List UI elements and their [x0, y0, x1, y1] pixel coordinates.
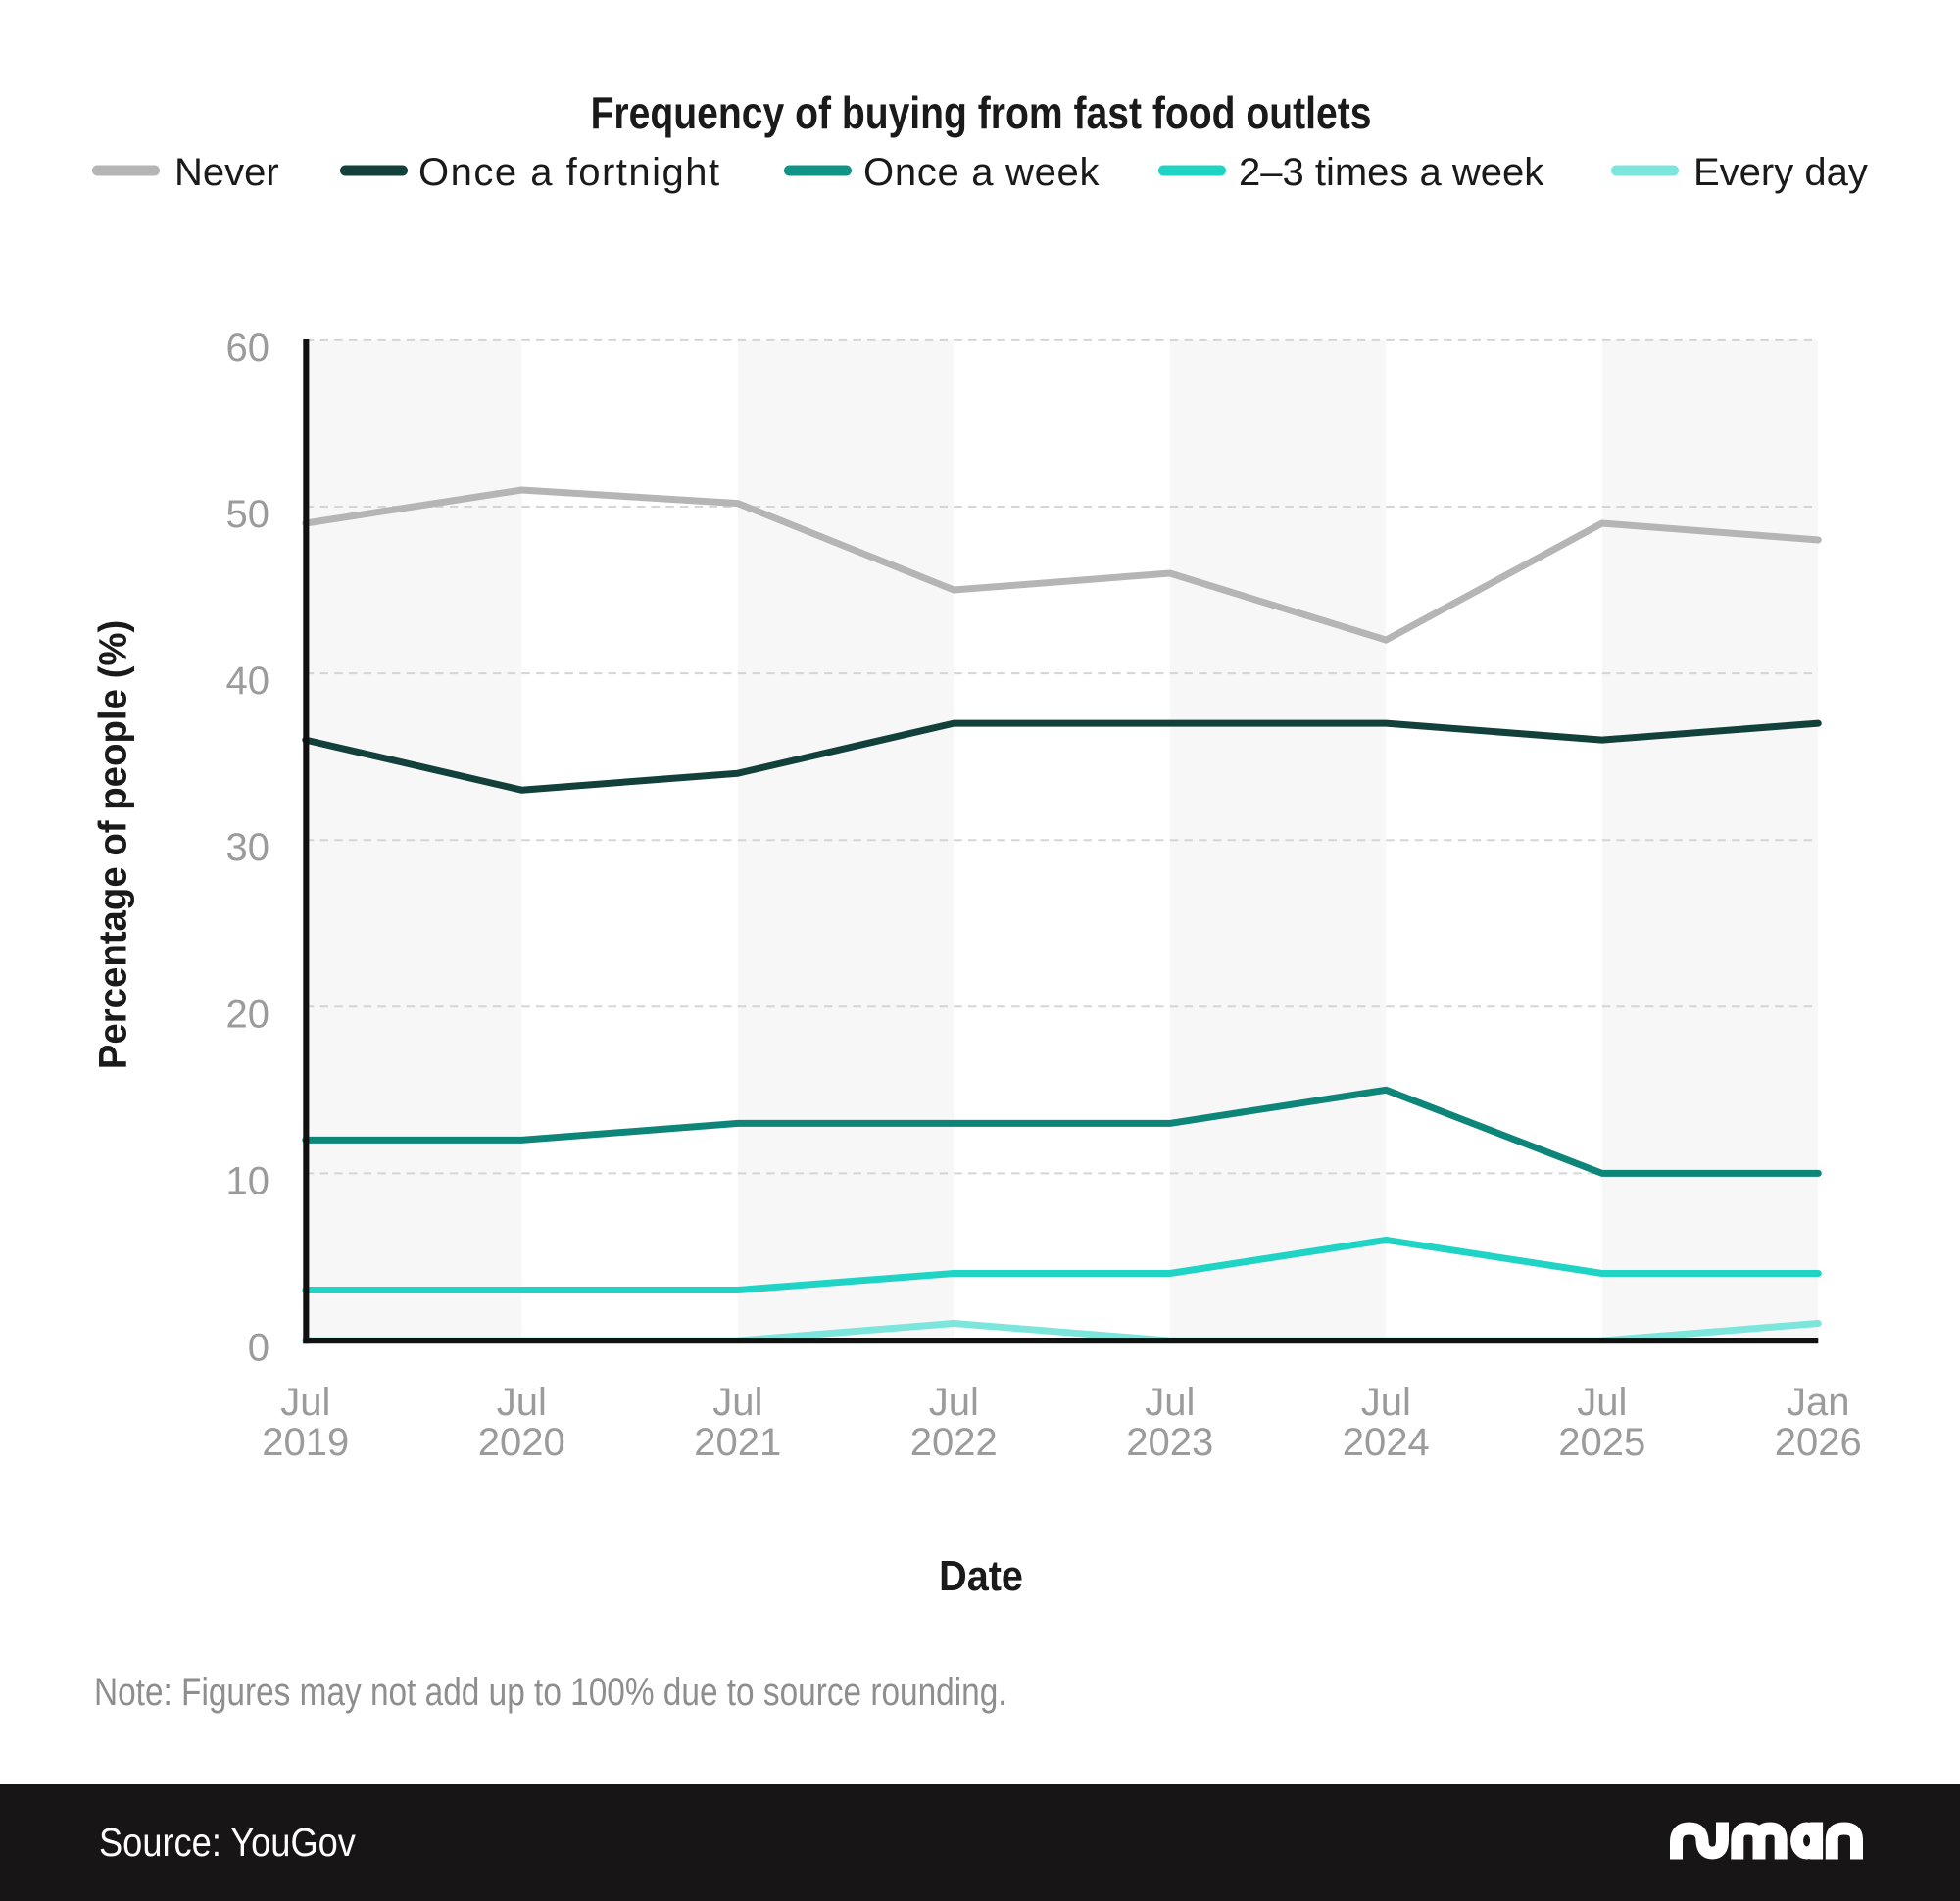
svg-text:Jul: Jul	[1361, 1381, 1411, 1424]
svg-text:Jul: Jul	[497, 1381, 547, 1424]
svg-text:2025: 2025	[1558, 1421, 1645, 1464]
svg-text:2022: 2022	[910, 1421, 998, 1464]
svg-text:Never: Never	[174, 151, 279, 194]
svg-text:20: 20	[226, 993, 270, 1036]
svg-text:2019: 2019	[262, 1421, 349, 1464]
svg-text:2023: 2023	[1126, 1421, 1213, 1464]
svg-text:Jul: Jul	[1577, 1381, 1627, 1424]
svg-text:30: 30	[226, 826, 270, 869]
svg-text:Jul: Jul	[929, 1381, 979, 1424]
svg-text:Jan: Jan	[1787, 1381, 1850, 1424]
svg-text:2021: 2021	[694, 1421, 781, 1464]
svg-text:Note: Figures may not add up t: Note: Figures may not add up to 100% due…	[94, 1670, 1007, 1714]
svg-text:Date: Date	[939, 1551, 1023, 1599]
svg-text:2026: 2026	[1775, 1421, 1862, 1464]
svg-text:60: 60	[226, 326, 270, 369]
svg-text:Source: YouGov: Source: YouGov	[99, 1821, 357, 1866]
svg-text:40: 40	[226, 659, 270, 703]
svg-text:Jul: Jul	[712, 1381, 762, 1424]
svg-text:Once a fortnight: Once a fortnight	[418, 151, 721, 194]
svg-text:2–3 times a week: 2–3 times a week	[1239, 151, 1544, 194]
svg-text:2020: 2020	[478, 1421, 565, 1464]
svg-text:0: 0	[248, 1327, 270, 1370]
svg-text:50: 50	[226, 493, 270, 536]
svg-text:Once a week: Once a week	[863, 151, 1100, 194]
svg-text:2024: 2024	[1343, 1421, 1430, 1464]
svg-text:Every day: Every day	[1693, 151, 1868, 194]
svg-text:10: 10	[226, 1159, 270, 1202]
svg-text:Percentage of people (%): Percentage of people (%)	[92, 620, 135, 1070]
svg-text:Frequency of buying from fast: Frequency of buying from fast food outle…	[591, 88, 1372, 139]
svg-text:Jul: Jul	[280, 1381, 330, 1424]
svg-text:Jul: Jul	[1145, 1381, 1195, 1424]
